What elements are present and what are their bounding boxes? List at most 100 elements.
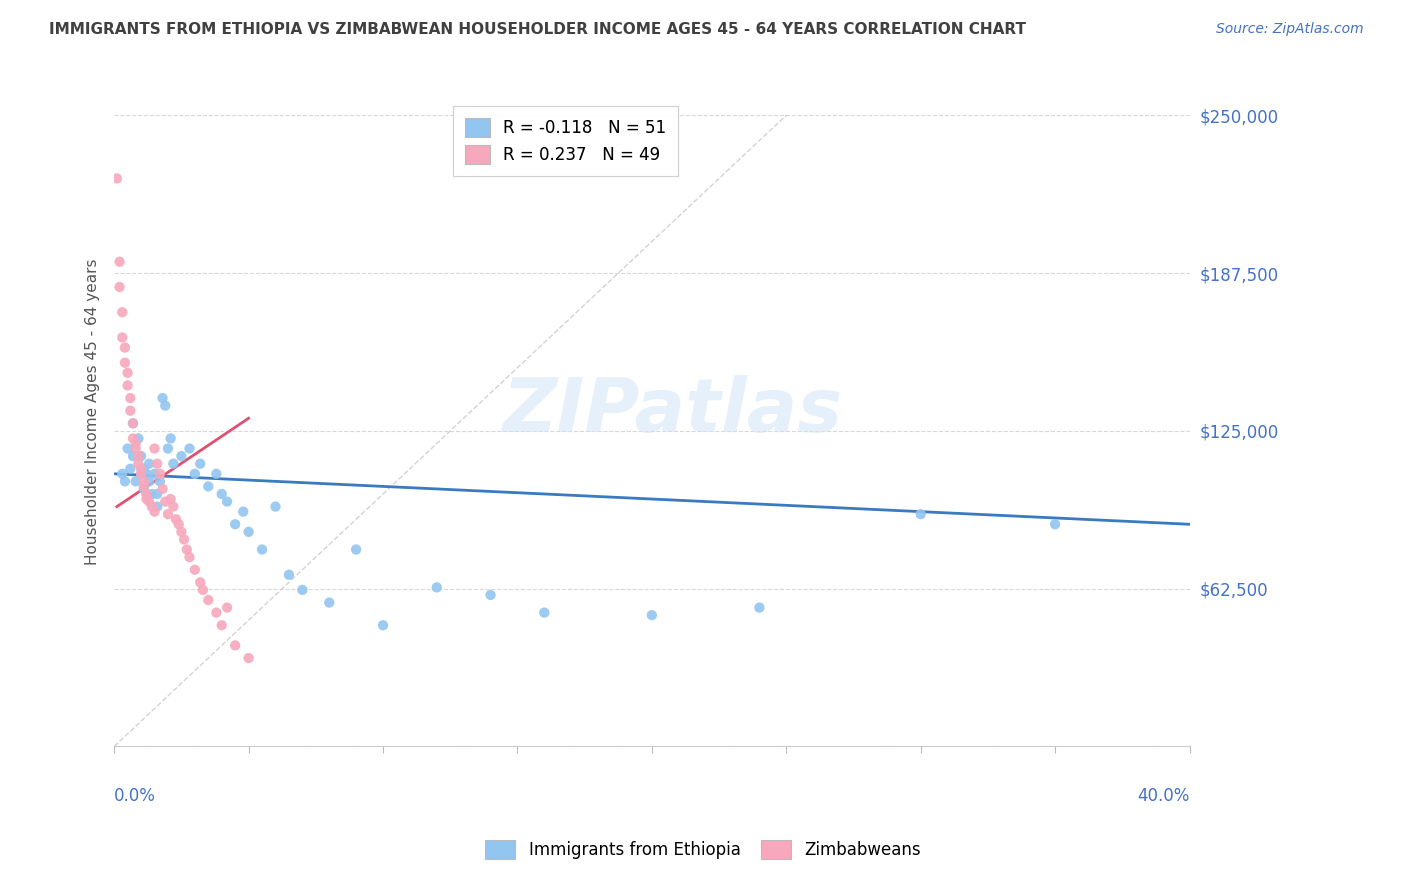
Point [224, 639, 246, 653]
Point [127, 432, 149, 446]
Point [114, 475, 136, 489]
Point [129, 467, 152, 481]
Point [135, 467, 157, 481]
Point [264, 500, 287, 514]
Point [111, 330, 134, 344]
Point [179, 442, 201, 456]
Point [232, 505, 254, 519]
Point [191, 582, 214, 597]
Point [188, 457, 211, 471]
Point [105, 171, 128, 186]
Point [141, 487, 163, 501]
Point [146, 500, 169, 514]
Point [149, 467, 172, 481]
Point [238, 651, 260, 665]
Point [132, 482, 155, 496]
Point [170, 524, 193, 539]
Point [188, 575, 211, 590]
Point [205, 606, 228, 620]
Point [120, 461, 142, 475]
Point [129, 467, 152, 481]
Text: IMMIGRANTS FROM ETHIOPIA VS ZIMBABWEAN HOUSEHOLDER INCOME AGES 45 - 64 YEARS COR: IMMIGRANTS FROM ETHIOPIA VS ZIMBABWEAN H… [49, 22, 1026, 37]
Point [138, 475, 160, 489]
Legend: Immigrants from Ethiopia, Zimbabweans: Immigrants from Ethiopia, Zimbabweans [479, 833, 927, 866]
Point [111, 305, 134, 319]
Point [127, 457, 149, 471]
Point [141, 500, 163, 514]
Point [250, 542, 273, 557]
Point [143, 442, 166, 456]
Point [117, 366, 139, 380]
Point [129, 449, 152, 463]
Point [162, 500, 184, 514]
Point [152, 391, 174, 405]
Point [318, 595, 340, 609]
Point [143, 505, 166, 519]
Point [132, 479, 155, 493]
Point [146, 487, 169, 501]
Point [173, 533, 195, 547]
Point [132, 461, 155, 475]
Point [129, 461, 152, 475]
Point [135, 487, 157, 501]
Point [165, 512, 187, 526]
Point [117, 442, 139, 456]
Point [910, 507, 932, 521]
Point [371, 618, 394, 632]
Legend: R = -0.118   N = 51, R = 0.237   N = 49: R = -0.118 N = 51, R = 0.237 N = 49 [454, 106, 678, 176]
Point [426, 581, 449, 595]
Point [120, 403, 142, 417]
Point [138, 457, 160, 471]
Point [114, 341, 136, 355]
Point [238, 524, 260, 539]
Point [111, 467, 134, 481]
Point [155, 399, 177, 413]
Point [211, 487, 233, 501]
Point [197, 593, 219, 607]
Text: 40.0%: 40.0% [1137, 787, 1189, 805]
Point [122, 432, 145, 446]
Point [176, 542, 198, 557]
Point [122, 417, 145, 431]
Point [114, 356, 136, 370]
Text: ZIPatlas: ZIPatlas [503, 376, 844, 449]
Point [479, 588, 502, 602]
Point [125, 475, 148, 489]
Point [170, 449, 193, 463]
Point [138, 494, 160, 508]
Point [1043, 517, 1066, 532]
Point [143, 467, 166, 481]
Point [125, 442, 148, 456]
Point [146, 457, 169, 471]
Point [135, 487, 157, 501]
Point [156, 507, 179, 521]
Point [184, 467, 207, 481]
Point [162, 457, 184, 471]
Point [278, 567, 301, 582]
Point [167, 517, 190, 532]
Point [184, 563, 207, 577]
Point [132, 475, 155, 489]
Point [149, 475, 172, 489]
Point [197, 479, 219, 493]
Point [117, 378, 139, 392]
Point [152, 482, 174, 496]
Point [641, 608, 664, 623]
Point [122, 449, 145, 463]
Text: Source: ZipAtlas.com: Source: ZipAtlas.com [1216, 22, 1364, 37]
Point [217, 600, 239, 615]
Point [122, 417, 145, 431]
Point [344, 542, 367, 557]
Point [159, 491, 181, 506]
Y-axis label: Householder Income Ages 45 - 64 years: Householder Income Ages 45 - 64 years [86, 259, 100, 566]
Point [205, 467, 228, 481]
Point [291, 582, 314, 597]
Point [217, 494, 239, 508]
Point [108, 280, 131, 294]
Point [156, 442, 179, 456]
Point [748, 600, 770, 615]
Text: 0.0%: 0.0% [114, 787, 156, 805]
Point [159, 432, 181, 446]
Point [155, 494, 177, 508]
Point [224, 517, 246, 532]
